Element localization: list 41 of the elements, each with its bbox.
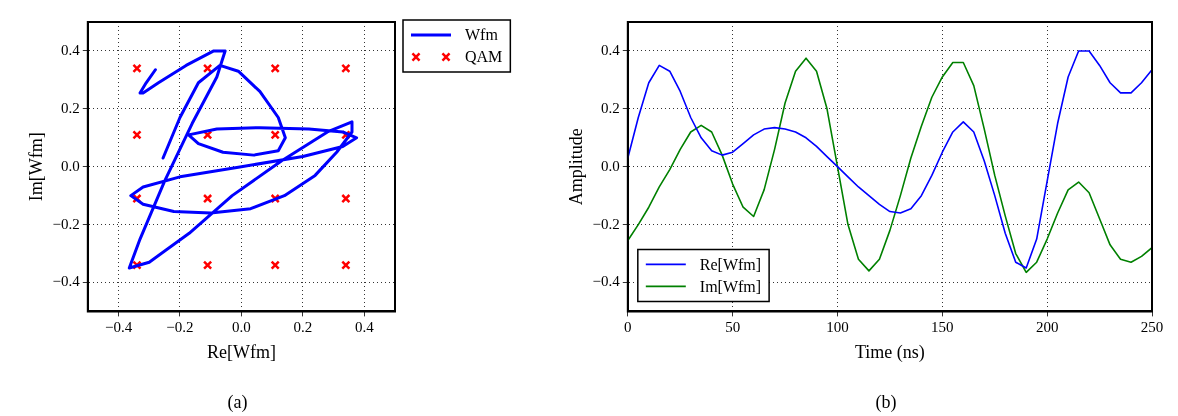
x-tick-label: −0.4 — [104, 319, 133, 336]
x-tick-label: 0 — [624, 319, 632, 336]
point — [202, 260, 213, 270]
legend-label: QAM — [465, 48, 503, 66]
x-tick-label: 250 — [1140, 319, 1164, 336]
y-tick-label: 0.0 — [601, 157, 620, 174]
point — [341, 63, 351, 74]
point — [341, 260, 351, 270]
x-tick-label: 0.4 — [354, 319, 375, 336]
point — [341, 193, 351, 204]
x-axis-title: Time (ns) — [854, 341, 925, 363]
x-tick-label: 200 — [1035, 319, 1059, 336]
point — [270, 63, 280, 74]
x-tick-label: 100 — [826, 319, 849, 336]
y-tick-label: −0.2 — [52, 215, 80, 232]
y-axis-title: Amplitude — [565, 128, 586, 206]
y-tick-label: 0.4 — [61, 41, 81, 58]
legend-label: Im[Wfm] — [699, 277, 762, 295]
y-tick-label: −0.2 — [592, 215, 620, 232]
point — [132, 63, 142, 74]
x-axis-title: Re[Wfm] — [206, 341, 276, 362]
point — [270, 260, 280, 270]
y-tick-label: −0.4 — [592, 273, 621, 290]
x-tick-label: 150 — [931, 319, 954, 336]
y-tick-label: 0.0 — [61, 157, 80, 174]
x-tick-label: 0.2 — [293, 319, 313, 336]
legend-label: Re[Wfm] — [699, 255, 762, 273]
y-axis-title: Im[Wfm] — [25, 132, 46, 202]
y-tick-label: −0.4 — [52, 273, 81, 290]
x-tick-label: −0.2 — [166, 319, 194, 336]
x-tick-label: 0.0 — [232, 319, 251, 336]
x-tick-label: 50 — [725, 319, 741, 336]
point — [270, 130, 280, 140]
y-tick-label: 0.2 — [61, 99, 80, 116]
legend-label: Wfm — [465, 26, 499, 44]
y-tick-label: 0.4 — [601, 41, 621, 58]
text: (a) — [226, 392, 249, 413]
point — [132, 130, 142, 140]
y-tick-label: 0.2 — [601, 99, 620, 116]
text: (b) — [874, 392, 898, 413]
point — [202, 193, 213, 204]
